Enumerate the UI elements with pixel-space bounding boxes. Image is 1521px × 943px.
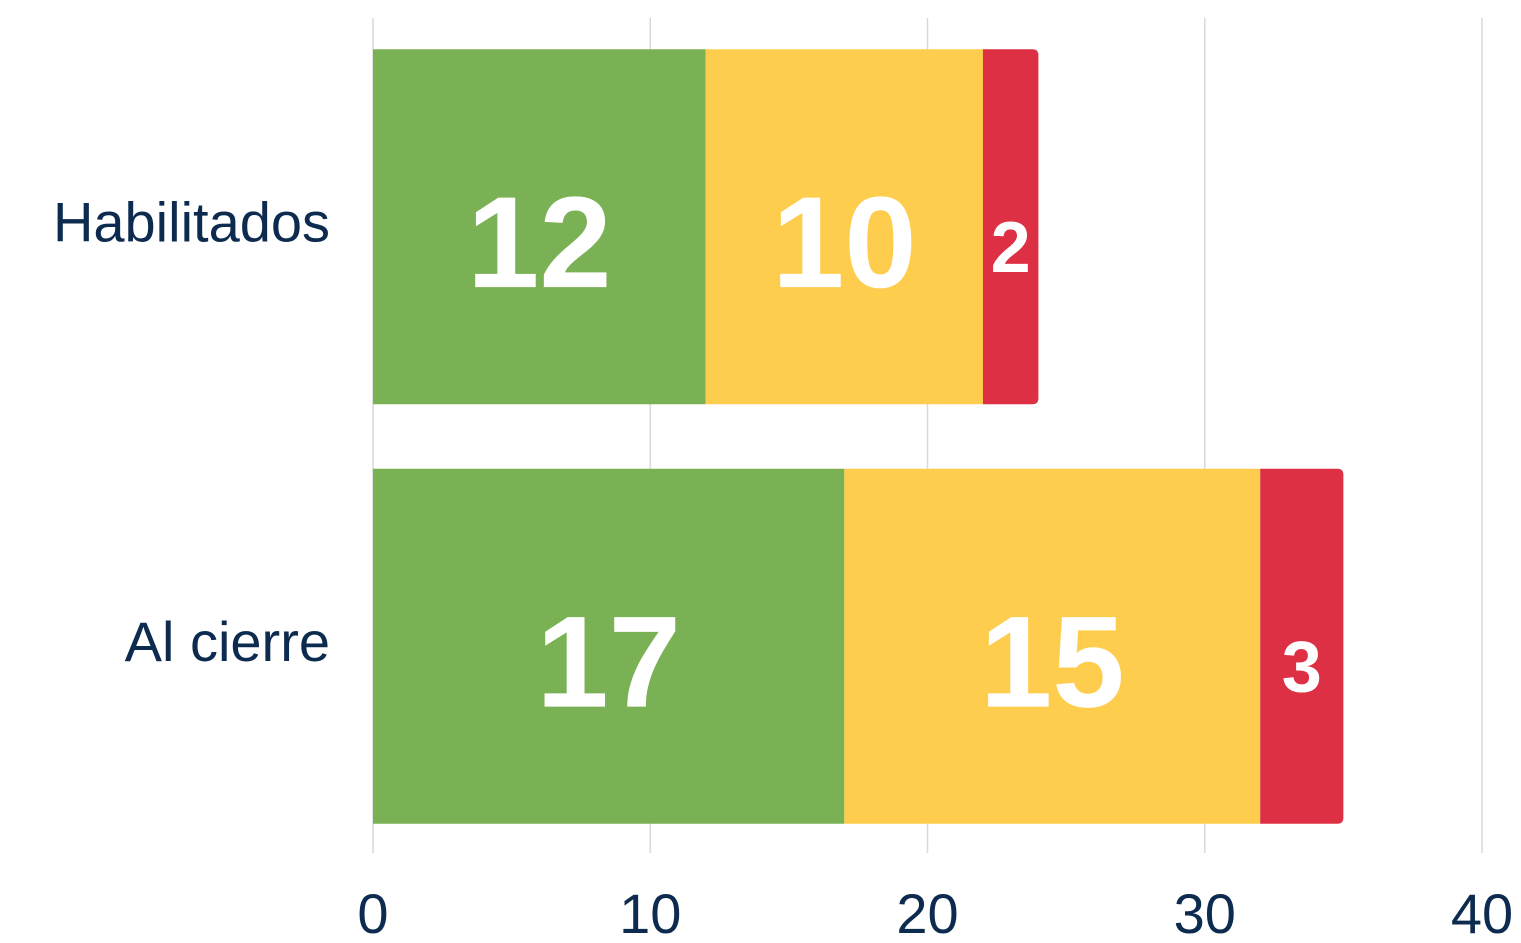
data-label: 15 xyxy=(980,589,1125,735)
x-tick-label: 30 xyxy=(1174,882,1236,943)
bar-segment xyxy=(844,468,1261,824)
bar-segment xyxy=(705,49,983,405)
data-label: 10 xyxy=(772,169,917,315)
x-tick-label: 10 xyxy=(619,882,681,943)
bar-segment xyxy=(373,49,706,405)
category-label: Al cierre xyxy=(125,610,330,673)
data-label: 17 xyxy=(536,589,681,735)
x-tick-label: 20 xyxy=(896,882,958,943)
data-label: 2 xyxy=(991,208,1031,288)
category-label: Habilitados xyxy=(53,191,330,254)
bar-segment xyxy=(1260,468,1344,824)
data-label: 12 xyxy=(467,169,612,315)
bar-segment xyxy=(373,468,845,824)
x-tick-label: 0 xyxy=(357,882,388,943)
x-tick-label: 40 xyxy=(1451,882,1513,943)
data-label: 3 xyxy=(1282,627,1322,707)
bar-segment xyxy=(982,49,1039,405)
